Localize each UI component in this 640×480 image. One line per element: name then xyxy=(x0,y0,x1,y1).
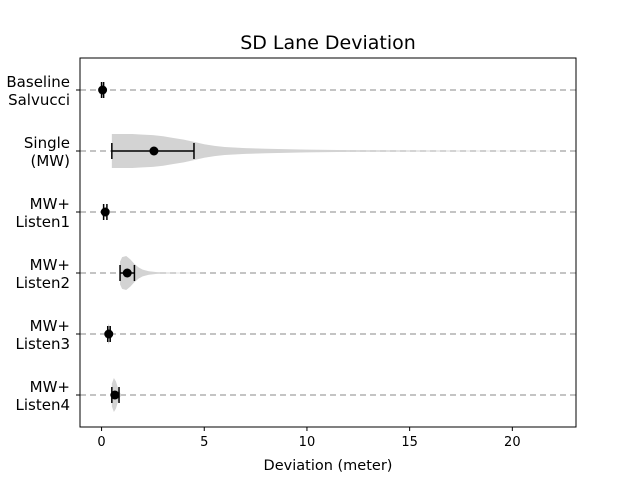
mean-point xyxy=(98,85,108,95)
violin xyxy=(111,134,554,168)
category-label-line: Listen4 xyxy=(16,396,71,414)
x-axis-label: Deviation (meter) xyxy=(264,458,393,474)
category-label-line: MW+ xyxy=(30,256,70,274)
category-label: Baseline Salvucci xyxy=(6,73,70,109)
mean-point xyxy=(104,329,114,339)
category-label-line: Listen2 xyxy=(16,274,71,292)
category-label-line: MW+ xyxy=(30,317,70,335)
mean-point xyxy=(122,268,132,278)
category-label-line: (MW) xyxy=(31,152,70,170)
x-tick-label: 20 xyxy=(504,435,521,450)
x-tick-label: 0 xyxy=(97,435,105,450)
mean-point xyxy=(149,146,159,156)
category-label: Single (MW) xyxy=(24,134,70,170)
x-tick-label: 10 xyxy=(299,435,316,450)
category-label-line: MW+ xyxy=(30,195,70,213)
category-label-line: MW+ xyxy=(30,378,70,396)
category-label-line: Listen1 xyxy=(16,213,71,231)
category-label: MW+ Listen3 xyxy=(16,317,71,353)
chart-title: SD Lane Deviation xyxy=(240,32,416,54)
violin xyxy=(120,256,205,290)
category-label-line: Single xyxy=(24,134,70,152)
mean-point xyxy=(110,390,120,400)
x-tick-label: 15 xyxy=(401,435,418,450)
category-label-line: Salvucci xyxy=(8,91,70,109)
x-tick-label: 5 xyxy=(200,435,208,450)
mean-point xyxy=(100,207,110,217)
category-label: MW+ Listen1 xyxy=(16,195,71,231)
category-label: MW+ Listen4 xyxy=(16,378,71,414)
category-label-line: Listen3 xyxy=(16,335,71,353)
category-label-line: Baseline xyxy=(6,73,70,91)
plot-frame xyxy=(79,57,577,428)
category-label: MW+ Listen2 xyxy=(16,256,71,292)
